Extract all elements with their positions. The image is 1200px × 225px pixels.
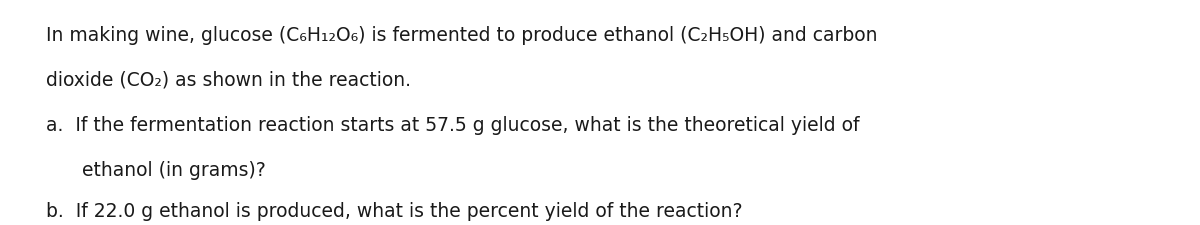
Text: In making wine, glucose (C₆H₁₂O₆) is fermented to produce ethanol (C₂H₅OH) and c: In making wine, glucose (C₆H₁₂O₆) is fer… (46, 26, 877, 45)
Text: dioxide (CO₂) as shown in the reaction.: dioxide (CO₂) as shown in the reaction. (46, 71, 410, 90)
Text: b.  If 22.0 g ethanol is produced, what is the percent yield of the reaction?: b. If 22.0 g ethanol is produced, what i… (46, 201, 742, 220)
Text: ethanol (in grams)?: ethanol (in grams)? (46, 161, 265, 180)
Text: a.  If the fermentation reaction starts at 57.5 g glucose, what is the theoretic: a. If the fermentation reaction starts a… (46, 116, 859, 135)
